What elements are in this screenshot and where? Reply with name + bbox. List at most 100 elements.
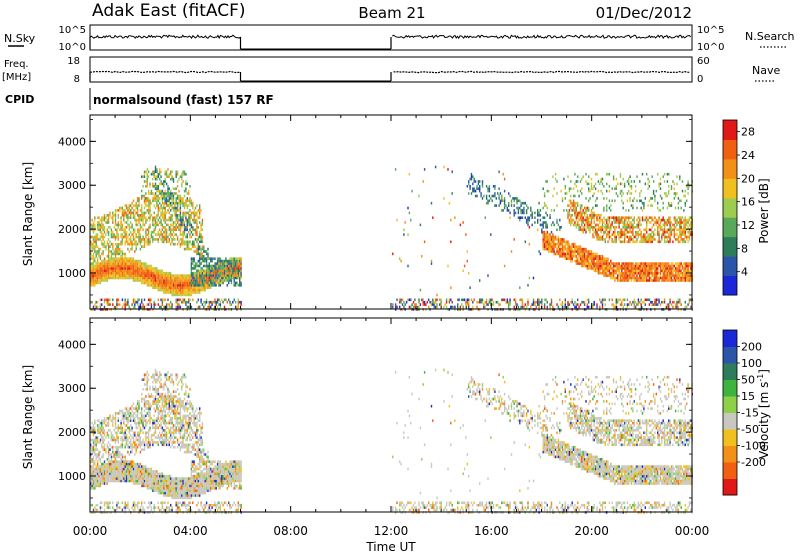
- power-cell: [596, 204, 598, 207]
- power-cell: [669, 235, 671, 239]
- power-cell: [575, 209, 577, 212]
- power-cell: [516, 199, 518, 203]
- power-cell: [212, 279, 215, 282]
- power-cell: [556, 192, 558, 195]
- power-cell: [665, 279, 667, 282]
- power-cell: [633, 267, 635, 270]
- power-cell: [538, 211, 540, 215]
- power-cell: [599, 228, 601, 232]
- power-cell: [103, 257, 106, 260]
- power-cell: [648, 274, 651, 277]
- power-cell: [550, 230, 553, 234]
- power-cell: [121, 223, 124, 227]
- power-cell: [186, 206, 188, 210]
- power-cell: [672, 269, 674, 273]
- power-cell: [205, 250, 208, 253]
- power-cell: [181, 185, 183, 188]
- power-cell: [182, 170, 184, 174]
- power-cell: [666, 264, 669, 268]
- power-cell: [185, 240, 187, 244]
- power-cell: [654, 298, 656, 302]
- power-cell: [194, 233, 197, 236]
- power-cell: [197, 247, 199, 251]
- power-cell: [617, 233, 619, 236]
- power-cell: [530, 305, 532, 309]
- power-cell: [559, 252, 561, 256]
- power-cell: [211, 284, 213, 287]
- power-cell: [572, 187, 575, 190]
- power-cell: [610, 259, 612, 263]
- power-cell: [107, 233, 110, 236]
- power-cell: [628, 274, 630, 277]
- power-cell: [114, 250, 117, 253]
- power-cell: [142, 305, 144, 309]
- power-cell: [479, 279, 481, 282]
- power-cell: [152, 276, 154, 280]
- power-cell: [672, 267, 674, 270]
- power-cell: [175, 284, 177, 287]
- power-cell: [676, 262, 678, 265]
- power-cell: [655, 223, 657, 227]
- power-cell: [583, 257, 586, 260]
- power-cell: [673, 264, 675, 268]
- power-cell: [149, 204, 151, 207]
- power-cell: [514, 211, 517, 215]
- nsky-tick-top: 10^5: [59, 25, 86, 36]
- power-cell: [683, 209, 685, 212]
- power-cell: [612, 276, 615, 280]
- power-cell: [116, 267, 118, 270]
- power-cell: [646, 267, 648, 270]
- power-cell: [135, 267, 137, 270]
- power-cell: [164, 180, 166, 183]
- power-cell: [181, 216, 183, 219]
- power-cell: [200, 284, 202, 287]
- power-cell: [131, 259, 133, 263]
- power-cell: [157, 281, 159, 285]
- power-cell: [175, 293, 177, 297]
- power-cell: [142, 245, 144, 248]
- power-cell: [590, 267, 593, 270]
- power-cell: [239, 279, 241, 282]
- power-cell: [611, 303, 613, 306]
- power-cell: [430, 262, 433, 265]
- power-cell: [686, 267, 688, 270]
- power-cell: [132, 262, 135, 265]
- power-cell: [145, 228, 147, 232]
- power-cell: [167, 175, 169, 178]
- power-cell: [233, 284, 235, 287]
- power-cell: [632, 276, 634, 280]
- power-cell: [163, 279, 165, 282]
- power-cell: [160, 170, 162, 174]
- power-cell: [651, 264, 653, 268]
- power-cell: [654, 228, 656, 232]
- power-cell: [160, 218, 162, 222]
- power-cell: [604, 259, 606, 263]
- power-cell: [226, 271, 228, 275]
- power-cell: [196, 211, 198, 215]
- power-cell: [131, 226, 133, 229]
- power-cell: [136, 235, 139, 239]
- power-cell: [164, 233, 166, 236]
- power-cell: [448, 300, 451, 304]
- power-cell: [138, 218, 140, 222]
- power-cell: [131, 303, 133, 306]
- power-cell: [582, 230, 584, 234]
- power-cell: [216, 271, 219, 275]
- power-cell: [665, 223, 667, 227]
- power-cell: [110, 228, 113, 232]
- power-cell: [95, 305, 97, 309]
- power-cell: [647, 274, 649, 277]
- power-cell: [537, 298, 539, 302]
- power-cell: [186, 274, 188, 277]
- power-cell: [233, 279, 235, 282]
- power-cell: [168, 211, 170, 215]
- power-cell: [594, 204, 597, 207]
- power-cell: [154, 221, 157, 224]
- power-cell: [592, 235, 594, 239]
- power-cell: [539, 300, 542, 304]
- power-cell: [107, 262, 110, 265]
- power-cell: [193, 284, 195, 287]
- power-cell: [644, 274, 646, 277]
- power-cell: [123, 303, 125, 306]
